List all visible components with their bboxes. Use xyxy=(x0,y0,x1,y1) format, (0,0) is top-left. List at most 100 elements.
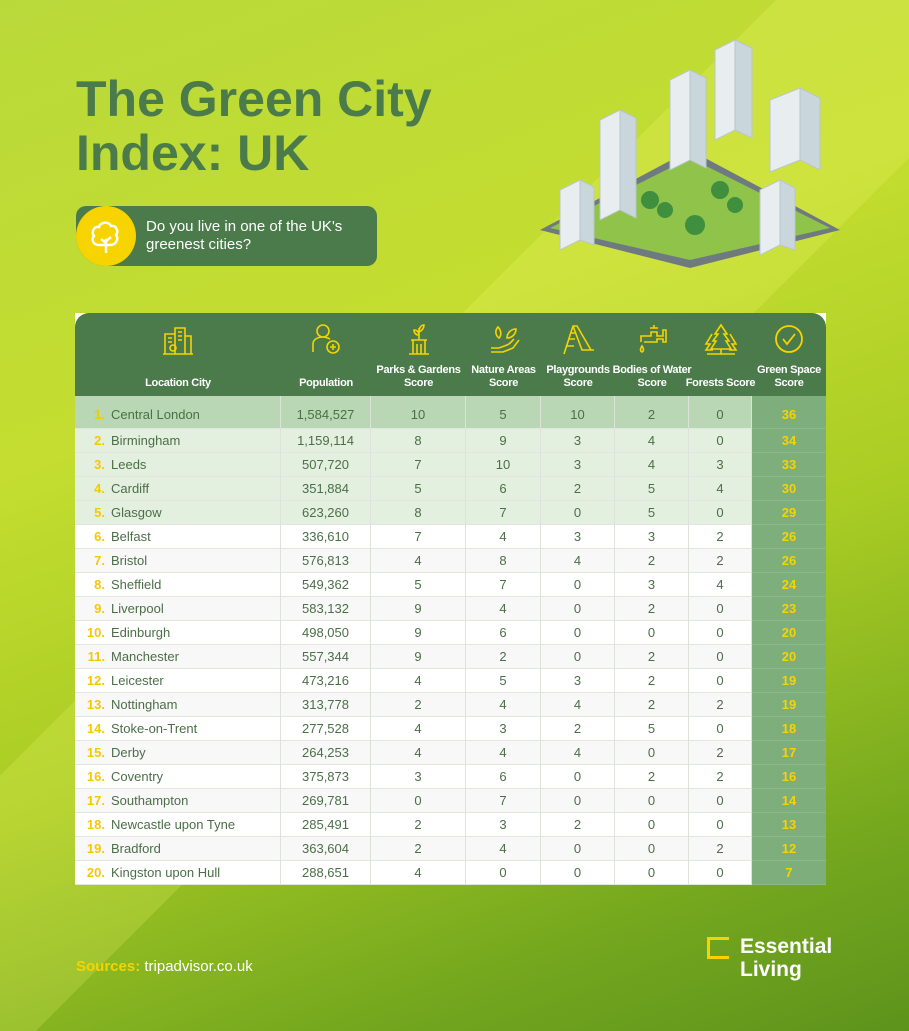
cell-water-score: 0 xyxy=(615,621,689,645)
essential-living-logo: Essential Living xyxy=(707,935,832,981)
cell-playgrounds-score: 0 xyxy=(541,597,615,621)
cell-population: 498,050 xyxy=(281,621,371,645)
cell-city: 11. Manchester xyxy=(75,645,281,669)
cell-parks-score: 4 xyxy=(371,741,466,765)
cell-population: 269,781 xyxy=(281,789,371,813)
building-icon xyxy=(163,327,193,355)
rank: 15. xyxy=(86,745,105,760)
cell-nature-score: 3 xyxy=(466,813,541,837)
cell-parks-score: 9 xyxy=(371,597,466,621)
cell-water-score: 4 xyxy=(615,453,689,477)
cell-parks-score: 8 xyxy=(371,429,466,453)
city-name: Liverpool xyxy=(111,601,164,616)
table-row: 19. Bradford 363,604 2 4 0 0 2 12 xyxy=(75,837,826,861)
rank: 11. xyxy=(87,649,105,664)
cell-parks-score: 5 xyxy=(371,477,466,501)
cell-water-score: 2 xyxy=(615,669,689,693)
cell-parks-score: 4 xyxy=(371,669,466,693)
cell-forests-score: 0 xyxy=(689,645,752,669)
cell-green-space-score: 14 xyxy=(752,789,826,813)
cell-forests-score: 2 xyxy=(689,741,752,765)
cell-population: 549,362 xyxy=(281,573,371,597)
cell-nature-score: 5 xyxy=(466,396,541,429)
rank: 19. xyxy=(86,841,105,856)
cell-nature-score: 4 xyxy=(466,741,541,765)
city-name: Cardiff xyxy=(111,481,150,496)
cell-playgrounds-score: 0 xyxy=(541,789,615,813)
cell-playgrounds-score: 2 xyxy=(541,813,615,837)
table-row: 2. Birmingham 1,159,114 8 9 3 4 0 34 xyxy=(75,429,826,453)
cell-playgrounds-score: 0 xyxy=(541,621,615,645)
cell-nature-score: 8 xyxy=(466,549,541,573)
cell-forests-score: 2 xyxy=(689,837,752,861)
cell-water-score: 3 xyxy=(615,573,689,597)
cell-playgrounds-score: 2 xyxy=(541,477,615,501)
cell-green-space-score: 19 xyxy=(752,693,826,717)
cell-forests-score: 0 xyxy=(689,621,752,645)
cell-water-score: 0 xyxy=(615,789,689,813)
rank: 1. xyxy=(94,407,105,422)
cell-population: 288,651 xyxy=(281,861,371,885)
city-name: Kingston upon Hull xyxy=(111,865,221,880)
cell-green-space-score: 20 xyxy=(752,621,826,645)
cell-water-score: 2 xyxy=(615,765,689,789)
cell-nature-score: 0 xyxy=(466,861,541,885)
cell-forests-score: 2 xyxy=(689,549,752,573)
cell-city: 17. Southampton xyxy=(75,789,281,813)
cell-forests-score: 0 xyxy=(689,813,752,837)
cell-water-score: 0 xyxy=(615,741,689,765)
cell-population: 557,344 xyxy=(281,645,371,669)
cell-green-space-score: 24 xyxy=(752,573,826,597)
cell-parks-score: 7 xyxy=(371,453,466,477)
cell-city: 1. Central London xyxy=(75,396,281,429)
city-name: Glasgow xyxy=(111,505,162,520)
cell-water-score: 0 xyxy=(615,837,689,861)
cell-nature-score: 9 xyxy=(466,429,541,453)
cell-parks-score: 5 xyxy=(371,573,466,597)
cell-population: 285,491 xyxy=(281,813,371,837)
table-row: 13. Nottingham 313,778 2 4 4 2 2 19 xyxy=(75,693,826,717)
cell-nature-score: 2 xyxy=(466,645,541,669)
cell-forests-score: 3 xyxy=(689,453,752,477)
cell-population: 623,260 xyxy=(281,501,371,525)
cell-forests-score: 0 xyxy=(689,861,752,885)
cell-green-space-score: 26 xyxy=(752,549,826,573)
table-row: 12. Leicester 473,216 4 5 3 2 0 19 xyxy=(75,669,826,693)
table-row: 10. Edinburgh 498,050 9 6 0 0 0 20 xyxy=(75,621,826,645)
cell-city: 16. Coventry xyxy=(75,765,281,789)
cell-water-score: 5 xyxy=(615,717,689,741)
header-nature: Nature Areas Score xyxy=(466,313,541,396)
cell-green-space-score: 23 xyxy=(752,597,826,621)
cell-population: 363,604 xyxy=(281,837,371,861)
cell-nature-score: 7 xyxy=(466,501,541,525)
table-row: 17. Southampton 269,781 0 7 0 0 0 14 xyxy=(75,789,826,813)
cell-city: 18. Newcastle upon Tyne xyxy=(75,813,281,837)
cell-population: 583,132 xyxy=(281,597,371,621)
person-add-icon xyxy=(312,324,340,354)
cell-population: 507,720 xyxy=(281,453,371,477)
cell-playgrounds-score: 3 xyxy=(541,525,615,549)
cell-green-space-score: 16 xyxy=(752,765,826,789)
city-name: Stoke-on-Trent xyxy=(111,721,198,736)
cell-forests-score: 0 xyxy=(689,501,752,525)
table-row: 4. Cardiff 351,884 5 6 2 5 4 30 xyxy=(75,477,826,501)
cell-parks-score: 2 xyxy=(371,693,466,717)
cell-green-space-score: 36 xyxy=(752,396,826,429)
cell-water-score: 2 xyxy=(615,396,689,429)
logo-mark-icon xyxy=(707,937,729,959)
cell-parks-score: 3 xyxy=(371,765,466,789)
sources-value: tripadvisor.co.uk xyxy=(144,958,253,975)
city-name: Leicester xyxy=(111,673,164,688)
cell-water-score: 2 xyxy=(615,645,689,669)
cell-city: 12. Leicester xyxy=(75,669,281,693)
page-title: The Green City Index: UK xyxy=(76,71,432,181)
cell-playgrounds-score: 4 xyxy=(541,741,615,765)
cell-green-space-score: 12 xyxy=(752,837,826,861)
header-green-space: Green Space Score xyxy=(752,313,826,396)
table-row: 6. Belfast 336,610 7 4 3 3 2 26 xyxy=(75,525,826,549)
cell-playgrounds-score: 0 xyxy=(541,573,615,597)
cell-parks-score: 4 xyxy=(371,717,466,741)
header-population: Population xyxy=(281,313,371,396)
cell-parks-score: 7 xyxy=(371,525,466,549)
cell-green-space-score: 20 xyxy=(752,645,826,669)
